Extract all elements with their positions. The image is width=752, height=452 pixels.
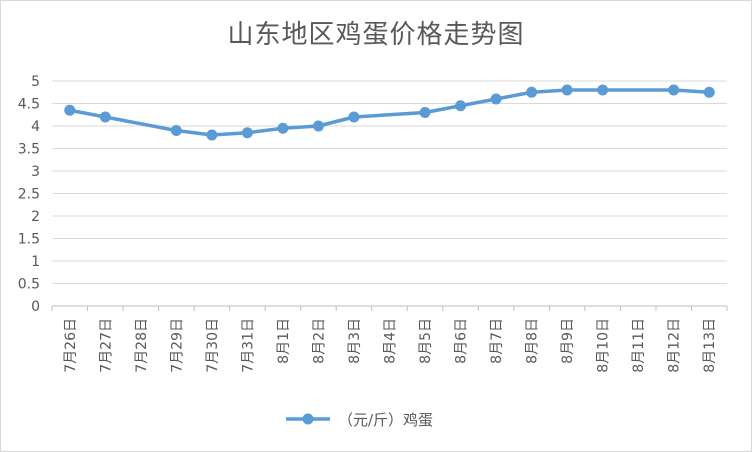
legend-marker-swatch [302,413,314,425]
y-tick-label: 3 [31,164,40,180]
y-tick-label: 0.5 [18,277,40,293]
x-tick-label: 8月1日 [276,318,292,364]
data-point [99,111,111,123]
x-tick-label: 7月31日 [240,318,256,373]
series-line [68,88,711,137]
x-tick-label: 8月5日 [418,318,434,364]
legend-label: （元/斤）鸡蛋 [338,411,433,429]
x-tick-label: 8月11日 [631,318,647,373]
data-point [490,93,502,105]
data-point [312,120,324,132]
x-tick-label: 8月4日 [383,318,399,364]
data-point [703,86,715,98]
data-point [241,127,253,139]
data-point [455,100,467,112]
x-tick-label: 8月10日 [596,318,612,373]
y-axis-ticks: 0 0.5 1 1.5 2 2.5 3 3.5 4 4.5 5 [18,74,40,315]
x-tick-label: 8月12日 [667,318,683,373]
chart-title: 山东地区鸡蛋价格走势图 [227,20,525,50]
y-tick-label: 2.5 [18,187,40,203]
y-tick-label: 1 [31,254,40,270]
data-point [526,86,538,98]
data-point [419,107,431,118]
x-tick-label: 7月28日 [134,318,150,373]
series-layer [64,84,715,141]
y-tick-label: 5 [31,74,40,90]
x-tick-label: 8月13日 [702,318,718,373]
x-tick-label: 8月7日 [489,318,505,364]
data-point [64,104,76,116]
x-tick-label: 8月6日 [454,318,470,364]
gridlines [52,80,727,284]
x-tick-label: 7月30日 [205,318,221,373]
data-point [348,111,360,123]
data-point [561,84,573,96]
x-axis-ticks: 7月26日 7月27日 7月28日 7月29日 7月30日 7月31日 8月1日 8月2日 8月… [63,318,718,373]
legend: （元/斤）鸡蛋 [286,411,433,429]
x-tick-label: 8月8日 [525,318,541,364]
y-tick-label: 4 [31,119,40,135]
data-point [206,129,218,141]
data-point [668,84,680,96]
data-point [597,84,609,96]
x-tick-label: 8月9日 [560,318,576,364]
y-tick-label: 4.5 [18,97,40,113]
y-tick-label: 0 [31,299,40,315]
x-axis [51,305,728,311]
x-tick-label: 8月2日 [311,318,327,364]
y-tick-label: 3.5 [18,142,40,158]
x-tick-label: 8月3日 [347,318,363,364]
y-tick-label: 1.5 [18,232,40,248]
x-tick-label: 7月26日 [63,318,79,373]
data-point [170,125,182,136]
data-point [277,122,289,134]
y-tick-label: 2 [31,209,40,225]
x-tick-label: 7月29日 [169,318,185,373]
x-tick-label: 7月27日 [98,318,114,373]
